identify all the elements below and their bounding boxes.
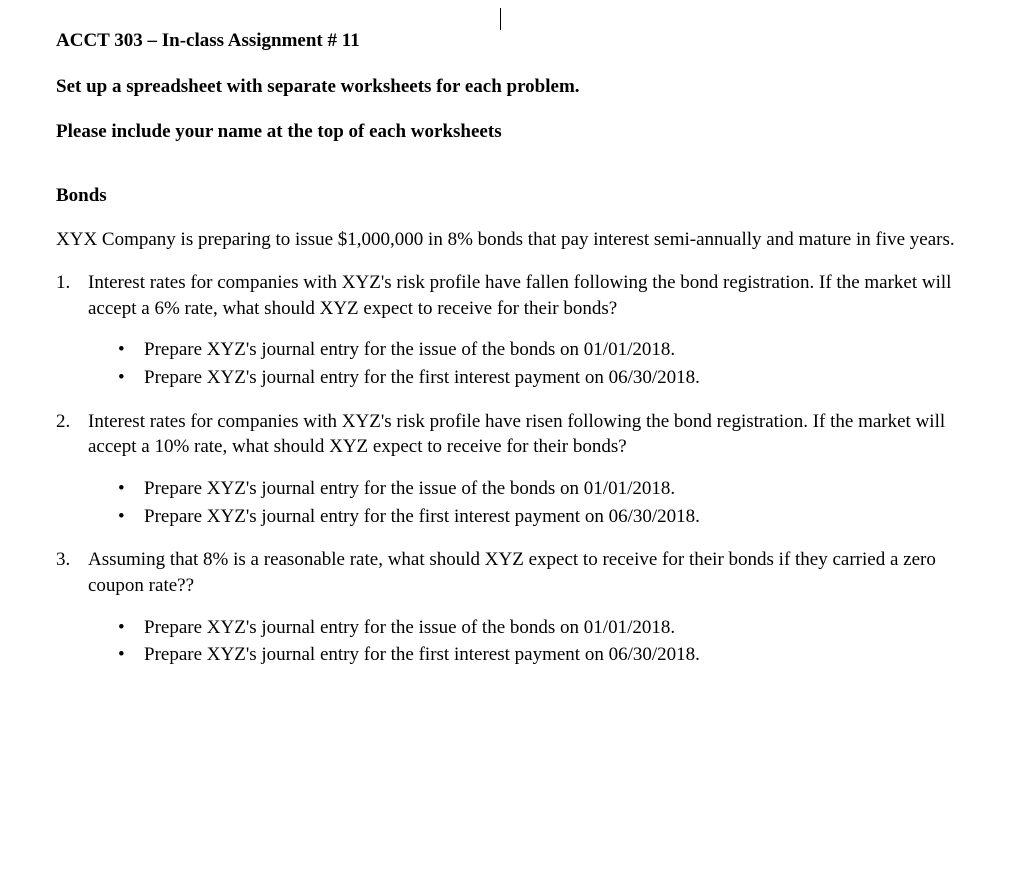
instruction-1: Set up a spreadsheet with separate works… [56,74,968,100]
bullet-item: Prepare XYZ's journal entry for the issu… [114,476,968,502]
question-item: 3. Assuming that 8% is a reasonable rate… [56,547,968,668]
bullet-item: Prepare XYZ's journal entry for the issu… [114,615,968,641]
bullet-list: Prepare XYZ's journal entry for the issu… [88,337,968,390]
bullet-item: Prepare XYZ's journal entry for the firs… [114,504,968,530]
bullet-item: Prepare XYZ's journal entry for the firs… [114,642,968,668]
bullet-item: Prepare XYZ's journal entry for the issu… [114,337,968,363]
question-text: Assuming that 8% is a reasonable rate, w… [88,547,968,598]
bullet-item: Prepare XYZ's journal entry for the firs… [114,365,968,391]
question-text: Interest rates for companies with XYZ's … [88,409,968,460]
bullet-list: Prepare XYZ's journal entry for the issu… [88,615,968,668]
question-text: Interest rates for companies with XYZ's … [88,270,968,321]
question-number: 3. [56,547,70,573]
question-list: 1. Interest rates for companies with XYZ… [56,270,968,668]
course-title: ACCT 303 – In-class Assignment # 11 [56,28,968,54]
question-number: 1. [56,270,70,296]
bullet-list: Prepare XYZ's journal entry for the issu… [88,476,968,529]
question-item: 2. Interest rates for companies with XYZ… [56,409,968,530]
text-cursor [500,8,501,30]
instruction-2: Please include your name at the top of e… [56,119,968,145]
question-item: 1. Interest rates for companies with XYZ… [56,270,968,391]
section-intro: XYX Company is preparing to issue $1,000… [56,227,968,253]
section-title: Bonds [56,183,968,209]
question-number: 2. [56,409,70,435]
